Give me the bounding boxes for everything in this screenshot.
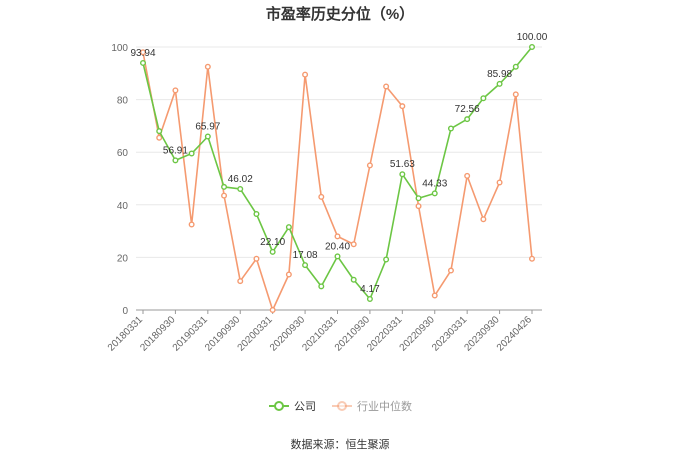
data-point-industry-median[interactable] [269,307,276,314]
data-label: 20.40 [325,241,350,252]
data-label: 44.33 [422,178,447,189]
data-point-industry-median[interactable] [480,216,487,223]
series-lines [139,44,536,314]
data-point-company[interactable] [366,296,373,303]
data-point-industry-median[interactable] [139,49,146,56]
data-point-company[interactable] [139,59,146,66]
y-tick-label: 60 [117,148,129,159]
legend-label-company: 公司 [293,401,316,413]
data-point-company[interactable] [156,128,163,135]
data-point-company[interactable] [269,248,276,255]
data-label: 72.56 [455,104,480,115]
data-point-industry-median[interactable] [512,91,519,98]
data-point-company[interactable] [221,183,228,190]
data-point-company[interactable] [172,157,179,164]
source-note: 数据来源：恒生聚源 [290,439,390,451]
data-label: 85.98 [487,69,512,80]
data-point-industry-median[interactable] [431,292,438,299]
data-point-industry-median[interactable] [350,241,357,248]
y-tick-label: 100 [111,43,128,54]
data-point-industry-median[interactable] [366,162,373,169]
x-tick-label: 20240426 [495,314,535,354]
data-point-company[interactable] [302,262,309,269]
data-labels: 93.94 56.91 65.97 46.02 22.10 17.08 20.40 4.17 5… [130,32,547,295]
data-point-industry-median[interactable] [529,255,536,262]
data-point-industry-median[interactable] [399,103,406,110]
data-point-company[interactable] [350,276,357,283]
data-point-industry-median[interactable] [285,271,292,278]
data-point-company[interactable] [237,185,244,192]
y-tick-label: 80 [117,96,129,107]
data-label: 65.97 [195,121,220,132]
data-point-industry-median[interactable] [253,255,260,262]
data-label: 22.10 [260,237,285,248]
data-point-industry-median[interactable] [496,179,503,186]
data-label: 17.08 [293,250,318,261]
data-point-industry-median[interactable] [188,221,195,228]
data-label: 51.63 [390,159,415,170]
data-point-company[interactable] [188,150,195,157]
series-line-industry-median [142,52,533,311]
data-point-company[interactable] [399,171,406,178]
data-point-industry-median[interactable] [204,63,211,70]
data-point-industry-median[interactable] [237,278,244,285]
chart-title: 市盈率历史分位（%） [265,6,415,23]
data-point-company[interactable] [529,44,536,51]
y-tick-label: 0 [122,306,128,317]
data-point-company[interactable] [447,125,454,132]
data-point-industry-median[interactable] [415,203,422,210]
series-line-company [142,46,533,300]
data-point-industry-median[interactable] [383,83,390,90]
legend-label-industry-median: 行业中位数 [357,401,413,413]
data-point-company[interactable] [383,256,390,263]
legend-line-circle-icon [332,401,353,411]
data-label: 93.94 [130,48,155,59]
data-point-industry-median[interactable] [318,193,325,200]
data-label: 46.02 [228,174,253,185]
data-point-company[interactable] [415,195,422,202]
data-point-industry-median[interactable] [334,233,341,240]
data-point-company[interactable] [253,211,260,218]
data-point-industry-median[interactable] [302,71,309,78]
data-label: 100.00 [517,32,548,43]
data-point-company[interactable] [285,224,292,231]
data-point-company[interactable] [334,253,341,260]
data-point-company[interactable] [318,283,325,290]
data-point-industry-median[interactable] [464,172,471,179]
y-tick-label: 20 [117,253,129,264]
data-label: 4.17 [360,284,380,295]
data-point-company[interactable] [431,190,438,197]
legend: 公司 行业中位数 [0,398,680,415]
data-point-company[interactable] [512,63,519,70]
data-point-industry-median[interactable] [172,87,179,94]
data-point-industry-median[interactable] [447,267,454,274]
legend-item-industry-median[interactable]: 行业中位数 [331,398,412,414]
legend-item-company[interactable]: 公司 [268,398,316,414]
data-point-company[interactable] [464,116,471,123]
legend-line-circle-icon [268,401,289,411]
data-point-industry-median[interactable] [156,134,163,141]
grid-lines [136,46,542,258]
data-point-company[interactable] [496,80,503,87]
data-point-industry-median[interactable] [221,192,228,199]
data-point-company[interactable] [480,95,487,102]
data-label: 56.91 [163,145,188,156]
data-point-company[interactable] [204,133,211,140]
y-tick-label: 40 [117,201,129,212]
